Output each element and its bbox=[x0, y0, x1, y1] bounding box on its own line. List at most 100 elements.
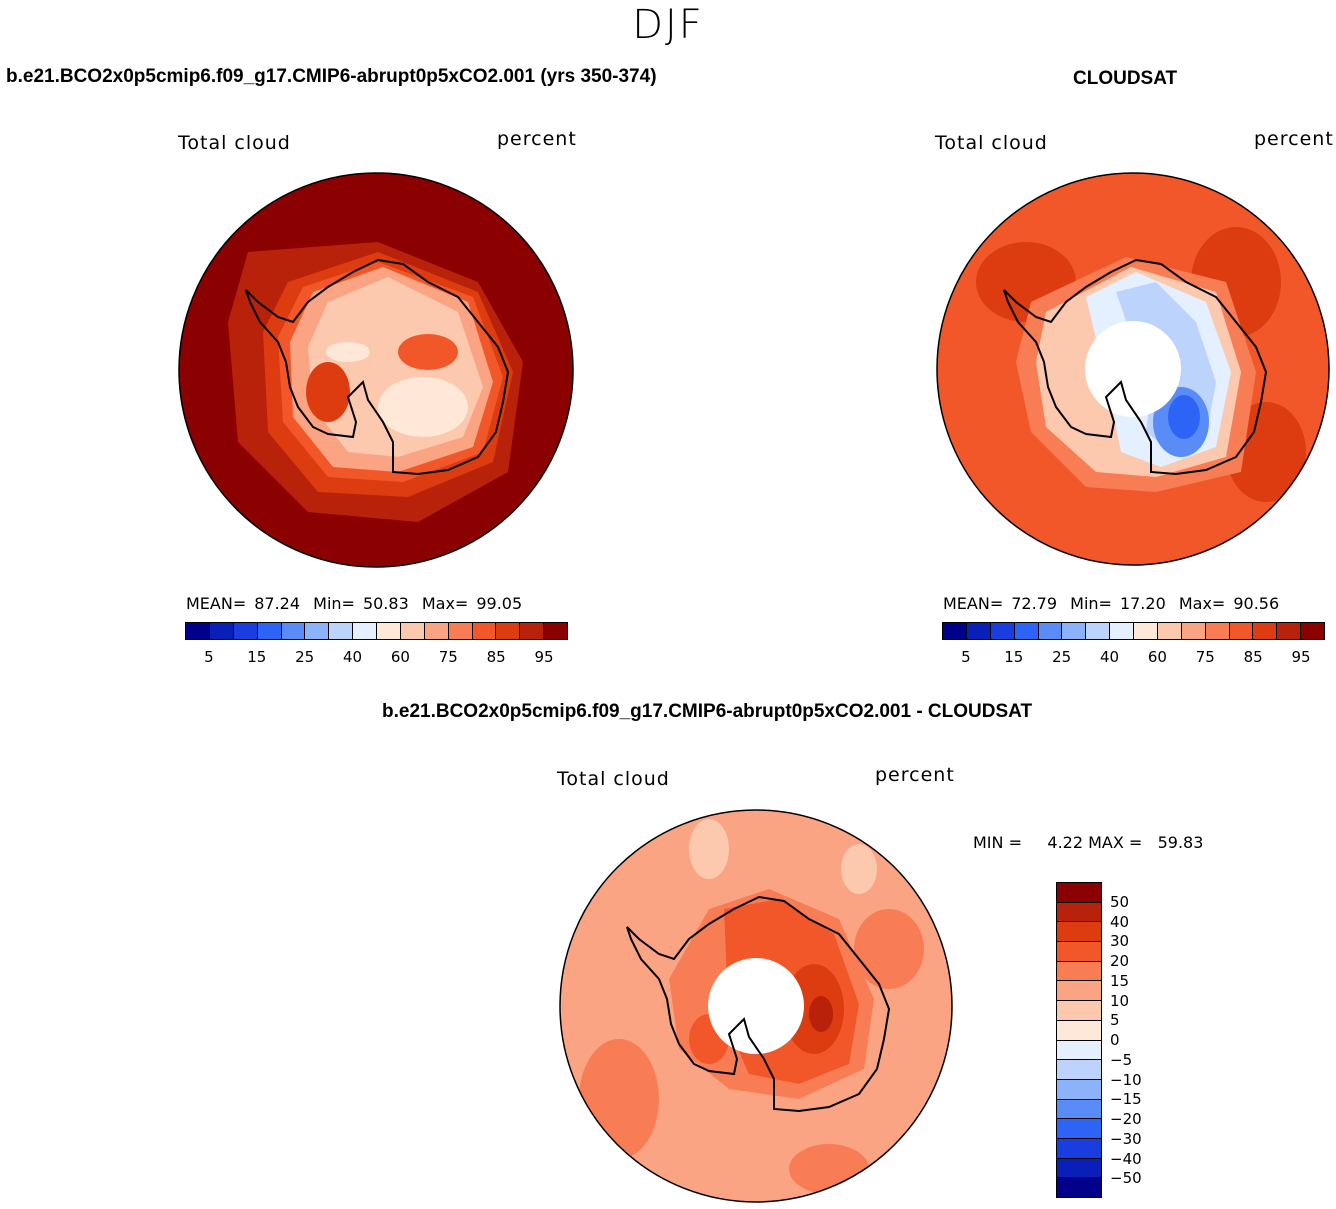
colorbar-swatch bbox=[966, 623, 991, 639]
colorbar-tick-label: 95 bbox=[534, 648, 554, 666]
colorbar-swatch bbox=[1057, 1079, 1101, 1100]
max-label: Max= bbox=[421, 594, 469, 613]
colorbar-swatch bbox=[233, 623, 258, 639]
colorbar-tick-label: 5 bbox=[1110, 1011, 1120, 1030]
colorbar-swatch bbox=[1057, 1119, 1101, 1139]
colorbar-swatch bbox=[990, 623, 1015, 639]
colorbar-swatch bbox=[1086, 623, 1111, 639]
colorbar-tick-label: 85 bbox=[1243, 648, 1263, 666]
colorbar-swatch bbox=[1057, 1138, 1101, 1159]
colorbar-tick-label: −40 bbox=[1110, 1149, 1142, 1168]
colorbar-swatch bbox=[424, 623, 449, 639]
colorbar-tick-label: −50 bbox=[1110, 1169, 1142, 1188]
colorbar-tick-label: 40 bbox=[1100, 648, 1120, 666]
colorbar-swatch bbox=[1110, 623, 1134, 639]
contour-patch-5 bbox=[841, 844, 877, 894]
mean-label: MEAN= bbox=[186, 594, 247, 613]
colorbar-swatch bbox=[1057, 1060, 1101, 1080]
colorbar-swatch bbox=[1205, 623, 1230, 639]
colorbar-swatch bbox=[353, 623, 377, 639]
colorbar-swatch bbox=[1057, 883, 1101, 903]
colorbar-ticks-diff: 50 40 30 20 15 10 5 0 −5 −10 −15 −20 −30 −40 −50 bbox=[1110, 882, 1170, 1198]
colorbar-swatch bbox=[472, 623, 497, 639]
colorbar-swatch bbox=[1038, 623, 1063, 639]
mean-value: 72.79 bbox=[1011, 594, 1058, 613]
contour-patch-low-2 bbox=[326, 342, 370, 362]
colorbar-swatch bbox=[305, 623, 330, 639]
colorbar-swatch bbox=[1057, 961, 1101, 982]
min-value: 17.20 bbox=[1119, 594, 1166, 613]
colorbar-tick-label: 15 bbox=[1110, 971, 1130, 990]
max-label: Max= bbox=[1178, 594, 1226, 613]
contour-patch-1 bbox=[579, 1039, 659, 1159]
colorbar-swatch bbox=[1057, 942, 1101, 962]
colorbar-swatch bbox=[186, 623, 210, 639]
colorbar-swatch bbox=[281, 623, 306, 639]
minmax-diff: MIN = 4.22 MAX = 59.83 bbox=[973, 833, 1204, 852]
colorbar-swatch bbox=[329, 623, 354, 639]
colorbar-swatch bbox=[1057, 981, 1101, 1002]
colorbar-swatch bbox=[1229, 623, 1254, 639]
units-label-obs: percent bbox=[1254, 128, 1334, 150]
colorbar-tick-label: 60 bbox=[390, 648, 410, 666]
min-value: 50.83 bbox=[362, 594, 409, 613]
colorbar-tick-label: −5 bbox=[1110, 1050, 1133, 1069]
colorbar-swatch bbox=[1057, 1099, 1101, 1120]
units-label-diff: percent bbox=[875, 764, 955, 786]
colorbar-swatch bbox=[1057, 1158, 1101, 1179]
contour-patch-2 bbox=[854, 909, 924, 989]
colorbar-swatch bbox=[400, 623, 425, 639]
colorbar-swatch bbox=[496, 623, 521, 639]
mean-label: MEAN= bbox=[943, 594, 1004, 613]
colorbar-tick-label: 0 bbox=[1110, 1031, 1120, 1049]
panel-title-model: b.e21.BCO2x0p5cmip6.f09_g17.CMIP6-abrupt… bbox=[6, 66, 657, 87]
colorbar-tick-label: 30 bbox=[1110, 932, 1130, 951]
colorbar-tick-label: 95 bbox=[1291, 648, 1311, 666]
colorbar-swatch bbox=[448, 623, 473, 639]
colorbar-tick-label: −10 bbox=[1110, 1070, 1142, 1089]
colorbar-swatch bbox=[544, 623, 567, 639]
field-label-model: Total cloud bbox=[178, 132, 291, 154]
panel-title-obs: CLOUDSAT bbox=[1073, 68, 1178, 89]
stats-model: MEAN= 87.24 Min= 50.83 Max= 99.05 bbox=[186, 594, 530, 613]
contour-patch-low-2 bbox=[1168, 395, 1200, 439]
colorbar-obs bbox=[942, 622, 1325, 640]
min-label: Min= bbox=[313, 594, 355, 613]
contour-patch-4 bbox=[689, 819, 729, 879]
colorbar-tick-label: −20 bbox=[1110, 1110, 1142, 1128]
colorbar-swatch bbox=[1062, 623, 1087, 639]
colorbar-tick-label: 25 bbox=[1052, 648, 1072, 666]
colorbar-swatch bbox=[943, 623, 967, 639]
colorbar-swatch bbox=[1014, 623, 1039, 639]
no-data-pole-hole bbox=[1085, 321, 1181, 417]
colorbar-swatch bbox=[1277, 623, 1302, 639]
contour-patch-3 bbox=[789, 1144, 869, 1194]
colorbar-swatch bbox=[209, 623, 234, 639]
contour-patch-high-2 bbox=[306, 362, 350, 422]
mean-value: 87.24 bbox=[254, 594, 301, 613]
colorbar-tick-label: −30 bbox=[1110, 1129, 1142, 1148]
panel-title-diff: b.e21.BCO2x0p5cmip6.f09_g17.CMIP6-abrupt… bbox=[382, 701, 1033, 722]
colorbar-tick-label: 50 bbox=[1110, 892, 1130, 911]
max-value: 99.05 bbox=[476, 594, 523, 613]
antarctica-coastline bbox=[245, 258, 510, 476]
units-label-model: percent bbox=[497, 128, 577, 150]
colorbar-tick-label: −15 bbox=[1110, 1090, 1142, 1109]
colorbar-swatch bbox=[1057, 1040, 1101, 1061]
colorbar-model bbox=[185, 622, 568, 640]
antarctica-coastline bbox=[626, 895, 891, 1113]
colorbar-swatch bbox=[1057, 922, 1101, 943]
colorbar-tick-label: 60 bbox=[1147, 648, 1167, 666]
colorbar-swatch bbox=[1253, 623, 1278, 639]
colorbar-swatch bbox=[1181, 623, 1206, 639]
colorbar-tick-label: 25 bbox=[295, 648, 315, 666]
polar-map-model bbox=[178, 172, 574, 568]
colorbar-tick-label: 10 bbox=[1110, 991, 1130, 1010]
polar-map-diff bbox=[559, 809, 953, 1203]
colorbar-ticks-model: 5 15 25 40 60 75 85 95 bbox=[185, 648, 568, 668]
contour-patch-high-1 bbox=[398, 334, 458, 370]
min-label: Min= bbox=[1070, 594, 1112, 613]
colorbar-tick-label: 20 bbox=[1110, 952, 1130, 970]
colorbar-tick-label: 15 bbox=[247, 648, 267, 666]
colorbar-tick-label: 75 bbox=[1195, 648, 1215, 666]
